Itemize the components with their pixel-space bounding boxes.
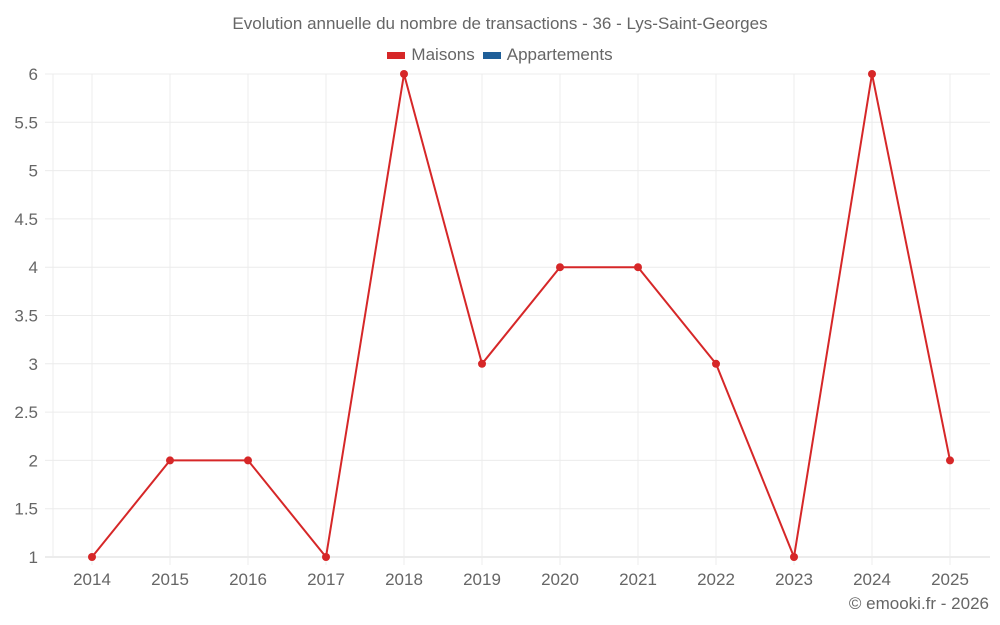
x-tick-label: 2019: [463, 570, 501, 589]
chart-legend: Maisons Appartements: [0, 45, 1000, 65]
x-tick-label: 2020: [541, 570, 579, 589]
legend-swatch-maisons: [387, 51, 406, 59]
data-point[interactable]: [322, 553, 330, 561]
legend-item-maisons[interactable]: Maisons: [387, 45, 475, 65]
y-axis: 1 1.5 2 2.5 3 3.5 4 4.5 5 5.5 6: [14, 65, 38, 567]
data-point[interactable]: [88, 553, 96, 561]
legend-label-appartements: Appartements: [506, 45, 613, 64]
data-point[interactable]: [478, 359, 486, 368]
y-tick-label: 6: [29, 65, 38, 84]
x-tick-label: 2018: [385, 570, 423, 589]
data-point[interactable]: [400, 70, 408, 78]
legend-swatch-appartements: [482, 51, 501, 59]
y-tick-label: 5.5: [14, 113, 38, 132]
x-tick-label: 2014: [73, 570, 111, 589]
y-tick-label: 3.5: [14, 307, 38, 326]
legend-label-maisons: Maisons: [411, 45, 475, 64]
data-point[interactable]: [634, 263, 642, 272]
y-tick-label: 5: [29, 162, 38, 181]
x-tick-label: 2015: [151, 570, 189, 589]
grid-lines: [45, 73, 990, 565]
x-tick-label: 2022: [697, 570, 735, 589]
copyright-credit: © emooki.fr - 2026: [848, 594, 989, 613]
x-tick-label: 2021: [619, 570, 657, 589]
chart-title: Evolution annuelle du nombre de transact…: [232, 14, 768, 33]
y-tick-label: 4: [29, 258, 38, 277]
y-tick-label: 3: [29, 355, 38, 374]
x-axis: 2014 2015 2016 2017 2018 2019 2020 2021 2022 2023…: [73, 570, 969, 589]
x-tick-label: 2016: [229, 570, 267, 589]
series-maisons: [88, 70, 954, 561]
data-point[interactable]: [712, 359, 720, 368]
y-tick-label: 2.5: [14, 403, 38, 422]
y-tick-label: 2: [29, 451, 38, 470]
data-point[interactable]: [946, 456, 954, 465]
x-tick-label: 2023: [775, 570, 813, 589]
x-tick-label: 2024: [853, 570, 891, 589]
legend-item-appartements[interactable]: Appartements: [482, 45, 613, 65]
data-point[interactable]: [166, 456, 174, 465]
x-tick-label: 2025: [931, 570, 969, 589]
data-point[interactable]: [244, 456, 252, 465]
data-point[interactable]: [790, 553, 798, 561]
x-tick-label: 2017: [307, 570, 345, 589]
data-point[interactable]: [556, 263, 564, 272]
y-tick-label: 1.5: [14, 500, 38, 519]
y-tick-label: 4.5: [14, 210, 38, 229]
y-tick-label: 1: [29, 548, 38, 567]
data-point[interactable]: [868, 70, 876, 78]
